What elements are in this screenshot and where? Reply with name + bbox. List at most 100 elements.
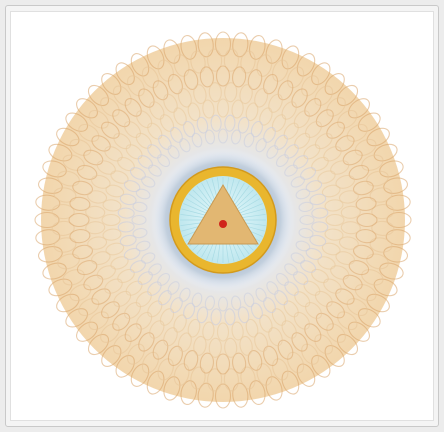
petal (85, 221, 106, 235)
petal (321, 184, 341, 198)
petal (196, 306, 209, 324)
petal (83, 149, 104, 166)
petal (324, 199, 344, 212)
petal (159, 114, 175, 132)
petal (311, 207, 329, 219)
petal (255, 138, 267, 153)
petal (232, 32, 249, 58)
petal (148, 164, 162, 177)
petal (130, 363, 150, 387)
petal (147, 144, 162, 159)
petal (369, 237, 393, 253)
petal (202, 321, 215, 341)
petal (105, 184, 125, 198)
petal (124, 98, 142, 117)
petal (315, 109, 334, 128)
petal (119, 234, 137, 247)
petal (138, 332, 155, 352)
petal (223, 368, 239, 392)
petal (301, 343, 320, 365)
petal (326, 121, 345, 139)
petal (177, 332, 192, 352)
petal (202, 99, 215, 119)
petal (101, 73, 122, 95)
petal (48, 278, 73, 297)
petal (104, 146, 123, 162)
petal (326, 301, 345, 319)
petal (208, 337, 222, 358)
petal (179, 287, 191, 302)
petal (215, 65, 231, 87)
petal (346, 298, 368, 317)
petal (190, 366, 206, 390)
petal (65, 112, 89, 132)
petal (385, 229, 411, 246)
petal (197, 32, 214, 58)
petal (277, 80, 294, 101)
petal (346, 123, 368, 142)
petal (48, 143, 73, 162)
petal (324, 73, 345, 95)
petal (324, 228, 344, 241)
petal (265, 39, 283, 64)
petal (239, 84, 253, 105)
petal (167, 281, 180, 295)
petal (373, 143, 398, 162)
petal (115, 354, 135, 378)
petal (338, 236, 359, 250)
petal (51, 204, 75, 220)
petal (291, 332, 308, 352)
petal (167, 145, 180, 159)
petal (163, 376, 181, 401)
petal (69, 138, 92, 156)
petal (51, 220, 75, 236)
petal (132, 201, 148, 213)
petal (265, 376, 283, 401)
petal (295, 240, 311, 252)
petal (135, 188, 151, 200)
petal (295, 188, 311, 200)
petal (117, 156, 135, 172)
petal (245, 102, 259, 122)
petal (361, 154, 384, 171)
petal (91, 135, 111, 152)
petal (311, 156, 329, 172)
petal (157, 154, 171, 168)
petal (335, 135, 355, 152)
petal (101, 213, 121, 227)
petal (254, 332, 269, 352)
petal (112, 312, 131, 331)
petal (124, 302, 141, 319)
petal (281, 320, 297, 339)
petal (217, 128, 229, 144)
petal (69, 284, 92, 302)
petal (135, 240, 151, 252)
petal (239, 335, 253, 356)
petal (91, 251, 111, 266)
petal (113, 133, 132, 150)
petal (83, 274, 104, 291)
petal (224, 114, 236, 132)
petal (355, 228, 377, 244)
petal (183, 69, 199, 91)
petal (324, 345, 345, 367)
petal (68, 212, 90, 228)
petal (187, 318, 201, 338)
petal (305, 302, 322, 319)
petal (146, 370, 165, 395)
petal (311, 62, 331, 86)
petal (53, 237, 77, 253)
petal (207, 368, 223, 392)
petal (147, 300, 163, 318)
petal (335, 251, 355, 266)
petal (223, 48, 239, 72)
petal (340, 205, 361, 219)
petal (147, 281, 162, 296)
petal (190, 50, 206, 74)
petal (379, 262, 404, 280)
petal (87, 236, 108, 250)
petal (124, 323, 142, 342)
petal (141, 66, 159, 89)
petal (326, 97, 346, 117)
petal (294, 291, 311, 308)
